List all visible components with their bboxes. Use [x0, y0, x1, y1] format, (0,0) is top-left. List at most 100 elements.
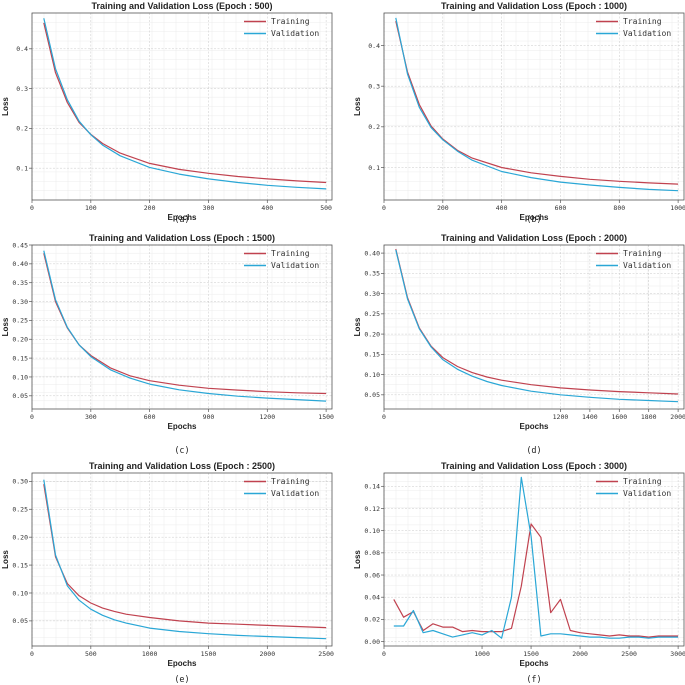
x-tick-label: 1500: [318, 413, 334, 421]
x-tick-label: 2500: [318, 650, 334, 658]
y-tick-label: 0.30: [12, 298, 28, 306]
x-tick-label: 600: [555, 204, 567, 212]
x-axis-label: Epochs: [168, 213, 197, 222]
y-tick-label: 0.1: [368, 164, 380, 172]
chart-title: Training and Validation Loss (Epoch : 25…: [89, 461, 275, 471]
minor-grid: [384, 473, 684, 646]
legend-label-training: Training: [271, 249, 310, 258]
series-line-training: [395, 20, 679, 185]
y-tick-label: 0.14: [364, 483, 380, 491]
legend-label-training: Training: [623, 17, 662, 26]
chart-e: 0 500 1000 1500 2000 2500 0.05 0.10 0.15 0.20 0.25…: [1, 461, 334, 685]
x-tick-label: 900: [203, 413, 215, 421]
y-tick-label: 0.25: [364, 310, 380, 318]
x-tick-label: 2000: [259, 650, 275, 658]
series-line-validation: [395, 249, 679, 403]
legend-label-validation: Validation: [271, 261, 319, 270]
x-axis-label: Epochs: [520, 659, 549, 668]
y-tick-label: 0.00: [364, 638, 380, 646]
plot-frame: [383, 472, 685, 647]
series-line-validation: [393, 476, 679, 639]
y-tick-label: 0.04: [364, 594, 380, 602]
x-tick-label: 300: [85, 413, 97, 421]
y-tick-label: 0.4: [16, 45, 28, 53]
chart-b: 0 200 400 600 800 1000 0.1 0.2 0.3 0.4 Training an…: [353, 1, 685, 225]
x-axis-label: Epochs: [520, 422, 549, 431]
y-axis-label: Loss: [353, 97, 362, 116]
x-tick-label: 0: [30, 413, 34, 421]
x-tick-label: 500: [85, 650, 97, 658]
x-tick-label: 200: [144, 204, 156, 212]
legend: Training Validation: [596, 17, 671, 38]
x-tick-label: 1000: [142, 650, 158, 658]
legend: Training Validation: [244, 249, 319, 270]
series-line-validation: [43, 479, 327, 640]
y-tick-label: 0.2: [16, 125, 28, 133]
figure-caption: (f): [526, 675, 541, 685]
x-tick-label: 1200: [553, 413, 569, 421]
legend-label-training: Training: [271, 17, 310, 26]
y-tick-label: 0.1: [16, 164, 28, 172]
y-tick-label: 0.15: [12, 561, 28, 569]
y-tick-label: 0.35: [12, 279, 28, 287]
series-line-training: [43, 22, 327, 184]
y-tick-label: 0.35: [364, 270, 380, 278]
x-tick-label: 0: [30, 204, 34, 212]
plot-frame: [31, 244, 333, 410]
x-tick-label: 500: [320, 204, 332, 212]
figure-caption: (d): [526, 446, 541, 456]
y-tick-label: 0.3: [368, 82, 380, 90]
y-tick-label: 0.20: [12, 336, 28, 344]
x-tick-label: 1400: [582, 413, 598, 421]
chart-title: Training and Validation Loss (Epoch : 15…: [89, 233, 275, 243]
x-axis-label: Epochs: [168, 659, 197, 668]
y-tick-label: 0.3: [16, 85, 28, 93]
y-axis-label: Loss: [1, 97, 10, 116]
legend: Training Validation: [244, 477, 319, 498]
y-tick-label: 0.10: [12, 373, 28, 381]
chart-a: 0 100 200 300 400 500 0.1 0.2 0.3 0.4 Training and…: [1, 1, 333, 225]
x-axis-label: Epochs: [520, 213, 549, 222]
y-tick-label: 0.4: [368, 42, 380, 50]
y-tick-label: 0.08: [364, 549, 380, 557]
chart-d: 0 1200 1400 1600 1800 2000 0.05 0.10 0.15 0.20 0.2…: [353, 233, 685, 456]
figure-caption: (c): [174, 446, 189, 456]
series-line-training: [43, 484, 327, 629]
x-tick-label: 1800: [641, 413, 657, 421]
x-tick-label: 2500: [621, 650, 637, 658]
legend-label-validation: Validation: [271, 29, 319, 38]
figure-caption: (b): [526, 215, 541, 225]
figure-caption: (a): [174, 215, 189, 225]
legend: Training Validation: [596, 477, 671, 498]
y-tick-label: 0.40: [12, 260, 28, 268]
x-axis-label: Epochs: [168, 422, 197, 431]
legend-label-training: Training: [271, 477, 310, 486]
x-tick-label: 0: [30, 650, 34, 658]
legend-label-validation: Validation: [623, 261, 671, 270]
x-tick-label: 0: [382, 650, 386, 658]
y-tick-label: 0.05: [364, 391, 380, 399]
x-tick-label: 1200: [259, 413, 275, 421]
x-tick-label: 300: [203, 204, 215, 212]
chart-title: Training and Validation Loss (Epoch : 20…: [441, 233, 627, 243]
series-line-validation: [43, 18, 327, 190]
minor-grid: [384, 245, 684, 409]
x-tick-label: 2000: [670, 413, 685, 421]
x-tick-label: 0: [382, 204, 386, 212]
plot-frame: [383, 12, 685, 201]
x-tick-label: 1600: [611, 413, 627, 421]
legend: Training Validation: [244, 17, 319, 38]
y-tick-label: 0.20: [12, 533, 28, 541]
y-tick-label: 0.05: [12, 617, 28, 625]
y-tick-label: 0.15: [12, 354, 28, 362]
x-tick-label: 1500: [201, 650, 217, 658]
y-tick-label: 0.30: [364, 290, 380, 298]
y-axis-label: Loss: [1, 317, 10, 336]
y-axis-label: Loss: [353, 317, 362, 336]
x-tick-label: 0: [382, 413, 386, 421]
x-tick-label: 100: [85, 204, 97, 212]
x-tick-label: 200: [437, 204, 449, 212]
y-tick-label: 0.25: [12, 506, 28, 514]
x-tick-label: 800: [613, 204, 625, 212]
legend-label-validation: Validation: [271, 489, 319, 498]
